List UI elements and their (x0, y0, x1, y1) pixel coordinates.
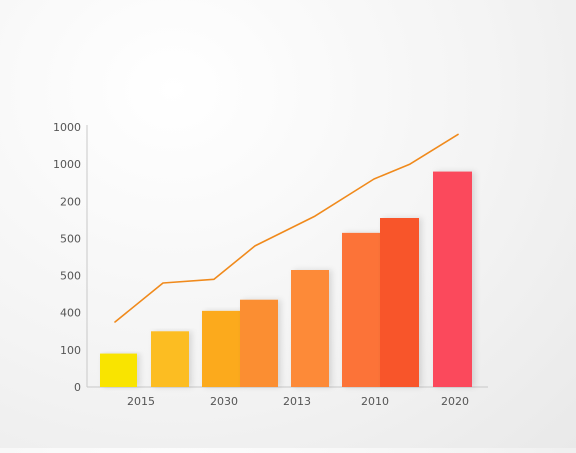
bar (342, 232, 380, 387)
y-tick-label: 0 (74, 381, 81, 394)
x-tick-label: 2013 (283, 395, 311, 408)
bar (291, 270, 329, 387)
y-tick-label: 100 (60, 344, 81, 357)
axes (86, 125, 488, 388)
y-tick-label: 500 (60, 270, 81, 283)
bar (202, 310, 240, 387)
y-axis-tick-labels: 0 100 400 500 500 200 1000 1000 (53, 121, 81, 394)
trend-line (114, 133, 459, 323)
y-tick-label: 400 (60, 307, 81, 320)
bar (100, 353, 137, 387)
x-tick-label: 2030 (210, 395, 238, 408)
y-tick-label: 1000 (53, 121, 81, 134)
bar (433, 171, 472, 387)
trend-line-layer (114, 133, 459, 323)
bar (380, 218, 419, 387)
bars (100, 171, 472, 387)
bar (240, 299, 278, 387)
y-tick-label: 1000 (53, 158, 81, 171)
y-tick-label: 500 (60, 232, 81, 245)
y-tick-label: 200 (60, 195, 81, 208)
x-tick-label: 2015 (127, 395, 155, 408)
x-tick-label: 2020 (441, 395, 469, 408)
x-axis-tick-labels: 2015 2030 2013 2010 2020 (127, 395, 469, 408)
x-tick-label: 2010 (361, 395, 389, 408)
bar (151, 331, 189, 387)
